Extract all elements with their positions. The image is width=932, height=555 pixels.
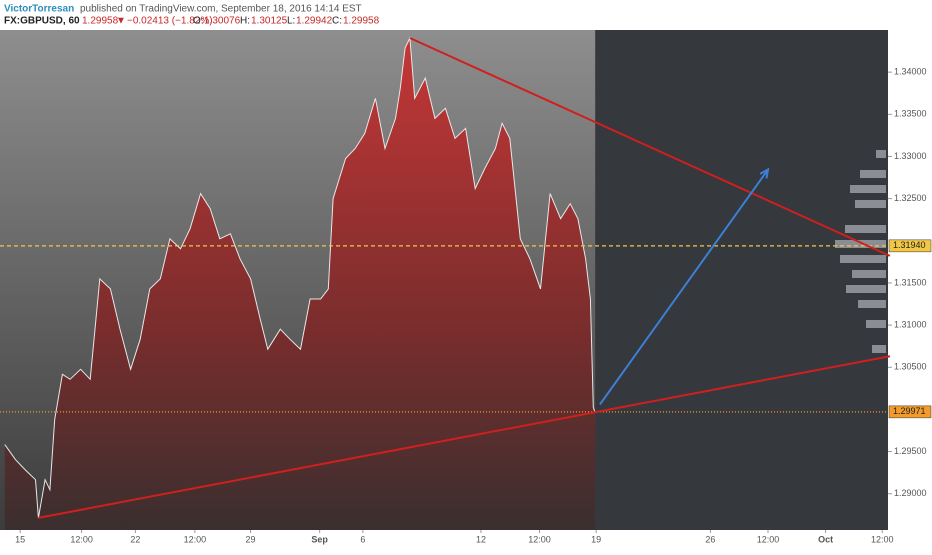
price-label-box [888, 239, 932, 253]
change-arrow: ▼ [116, 16, 126, 27]
x-tick-label: 12:00 [757, 534, 780, 544]
change: −0.02413 (−1.82%) [127, 16, 213, 27]
last-price: 1.29958 [82, 16, 119, 27]
trend-line [38, 355, 891, 519]
y-tick-label: 1.31000 [894, 319, 927, 329]
price-area [4, 38, 596, 530]
x-tick-label: 22 [130, 534, 140, 544]
x-tick-label: 19 [591, 534, 601, 544]
y-tick-label: 1.33500 [894, 109, 927, 119]
y-tick-label: 1.29000 [894, 488, 927, 498]
price-label-box [888, 405, 932, 419]
author: VictorTorresan [4, 4, 74, 15]
x-tick-label: 12:00 [528, 534, 551, 544]
time-axis [0, 530, 888, 550]
close-label: C: [332, 16, 342, 27]
x-tick-label: 15 [15, 534, 25, 544]
x-tick-label: 29 [246, 534, 256, 544]
y-tick-label: 1.29500 [894, 446, 927, 456]
high-label: H: [240, 16, 250, 27]
x-tick-label: 26 [705, 534, 715, 544]
y-tick-label: 1.33000 [894, 151, 927, 161]
price-line [4, 36, 596, 518]
x-tick-label: 12:00 [871, 534, 894, 544]
price-label: 1.31940 [893, 240, 926, 250]
x-tick-label: Oct [818, 534, 833, 544]
high: 1.30125 [251, 16, 288, 27]
trend-line [409, 37, 891, 257]
x-tick-label: 12:00 [184, 534, 207, 544]
arrow-head [759, 167, 770, 179]
y-tick-label: 1.32500 [894, 193, 927, 203]
low: 1.29942 [296, 16, 333, 27]
price-label: 1.29971 [893, 406, 926, 416]
y-tick-label: 1.34000 [894, 67, 927, 77]
y-tick-label: 1.30500 [894, 362, 927, 372]
open: 1.30076 [204, 16, 241, 27]
published: published on TradingView.com, September … [80, 4, 362, 15]
x-tick-label: 6 [360, 534, 365, 544]
x-tick-label: 12 [476, 534, 486, 544]
symbol: FX:GBPUSD, 60 [4, 16, 80, 27]
low-label: L: [287, 16, 295, 27]
x-tick-label: Sep [311, 534, 328, 544]
x-tick-label: 12:00 [70, 534, 93, 544]
volume-profile [835, 150, 886, 353]
price-axis [888, 30, 932, 550]
close: 1.29958 [343, 16, 380, 27]
y-tick-label: 1.31500 [894, 277, 927, 287]
trend-line [599, 168, 769, 405]
open-label: O: [193, 16, 204, 27]
